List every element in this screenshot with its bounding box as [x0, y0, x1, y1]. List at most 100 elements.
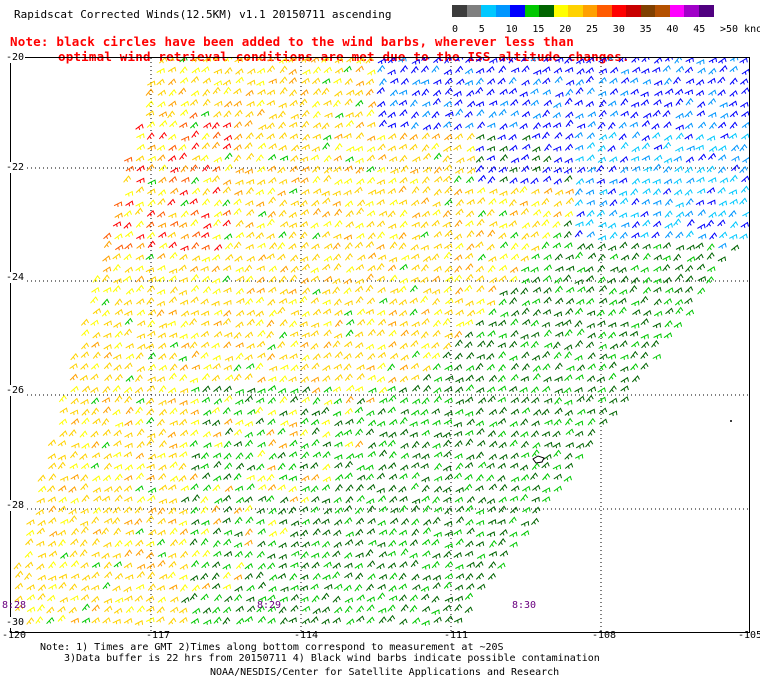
wind-barb — [695, 253, 704, 261]
wind-barb — [288, 320, 298, 328]
wind-barb — [124, 574, 134, 580]
wind-barb — [489, 277, 498, 284]
wind-barb — [619, 231, 628, 239]
wind-barb — [377, 607, 387, 614]
wind-barb — [433, 475, 443, 482]
wind-barb — [520, 207, 529, 215]
longitude-label: -117 — [146, 630, 171, 641]
wind-barb — [147, 571, 156, 580]
legend-label: 10 — [505, 24, 518, 35]
wind-barb — [200, 110, 210, 117]
wind-barb — [300, 417, 309, 425]
wind-barb — [530, 386, 540, 394]
wind-barb — [355, 484, 364, 492]
wind-barb — [321, 231, 331, 238]
wind-barb — [455, 242, 464, 250]
wind-barb — [665, 307, 674, 315]
wind-barb — [741, 87, 749, 95]
wind-barb — [543, 376, 552, 383]
wind-barb — [288, 231, 297, 239]
wind-barb — [531, 245, 540, 252]
wind-barb — [178, 520, 188, 527]
wind-barb — [310, 583, 319, 590]
wind-barb — [157, 529, 166, 536]
wind-barb — [630, 111, 639, 119]
wind-barb — [652, 178, 661, 185]
wind-barb — [156, 144, 166, 151]
wind-barb — [148, 507, 157, 514]
wind-barb — [357, 254, 366, 261]
wind-barb — [201, 582, 211, 590]
wind-barb — [475, 241, 484, 248]
wind-barb — [190, 398, 199, 405]
wind-barb — [222, 494, 232, 502]
wind-barb — [146, 474, 155, 481]
wind-barb — [123, 485, 133, 492]
legend-swatch — [452, 5, 467, 17]
wind-barb — [376, 179, 386, 185]
wind-barb — [223, 332, 233, 338]
wind-barb — [170, 220, 179, 227]
wind-barb — [684, 166, 693, 174]
wind-barb — [587, 363, 596, 370]
wind-barb — [532, 365, 541, 372]
wind-barb — [454, 595, 464, 602]
wind-barb — [741, 110, 749, 118]
time-label: 8:29 — [257, 600, 282, 611]
wind-barb — [388, 329, 397, 337]
wind-barb — [69, 550, 78, 558]
wind-barb — [223, 309, 232, 317]
wind-barb — [299, 321, 308, 327]
wind-barb — [454, 274, 463, 282]
wind-barb — [640, 91, 649, 98]
wind-barb — [552, 111, 561, 119]
wind-barb — [508, 87, 518, 95]
wind-barb — [257, 142, 267, 150]
wind-barb — [190, 284, 200, 292]
wind-barb — [311, 100, 321, 108]
wind-barb — [586, 408, 596, 415]
wind-barb — [192, 494, 200, 502]
wind-barb — [500, 311, 509, 318]
wind-barb — [256, 507, 265, 514]
wind-barb — [302, 69, 311, 75]
wind-barb — [554, 277, 563, 284]
wind-barb — [136, 563, 146, 570]
wind-barb — [181, 176, 190, 183]
wind-barb — [400, 408, 409, 415]
wind-barb — [465, 540, 474, 548]
latitude-label: -30 — [5, 617, 26, 628]
wind-barb — [222, 199, 231, 207]
wind-barb — [167, 518, 177, 525]
wind-barb — [399, 154, 408, 163]
wind-barb — [168, 78, 177, 86]
wind-barb — [731, 164, 740, 172]
wind-barb — [432, 319, 441, 328]
wind-barb — [158, 484, 168, 491]
wind-barb — [553, 418, 562, 426]
wind-barb — [157, 551, 167, 558]
wind-barb — [289, 439, 298, 447]
wind-barb — [387, 614, 396, 623]
wind-barb — [356, 364, 365, 371]
wind-barb — [168, 268, 178, 274]
wind-barb — [268, 376, 277, 382]
wind-barb — [321, 498, 331, 504]
wind-barb — [235, 167, 244, 174]
wind-barb — [376, 376, 386, 383]
wind-barb — [388, 595, 398, 602]
wind-barb — [464, 483, 473, 491]
wind-barb — [233, 87, 242, 95]
wind-barb — [244, 331, 254, 338]
wind-barb — [334, 430, 344, 438]
wind-barb — [103, 517, 113, 524]
wind-barb — [432, 201, 441, 208]
wind-barb — [70, 573, 80, 580]
wind-barb — [575, 339, 584, 348]
wind-barb — [346, 58, 355, 63]
wind-barb — [475, 519, 485, 526]
wind-barb — [267, 153, 277, 161]
wind-barb — [443, 145, 452, 153]
wind-barb — [730, 221, 739, 229]
wind-barb — [344, 165, 353, 172]
